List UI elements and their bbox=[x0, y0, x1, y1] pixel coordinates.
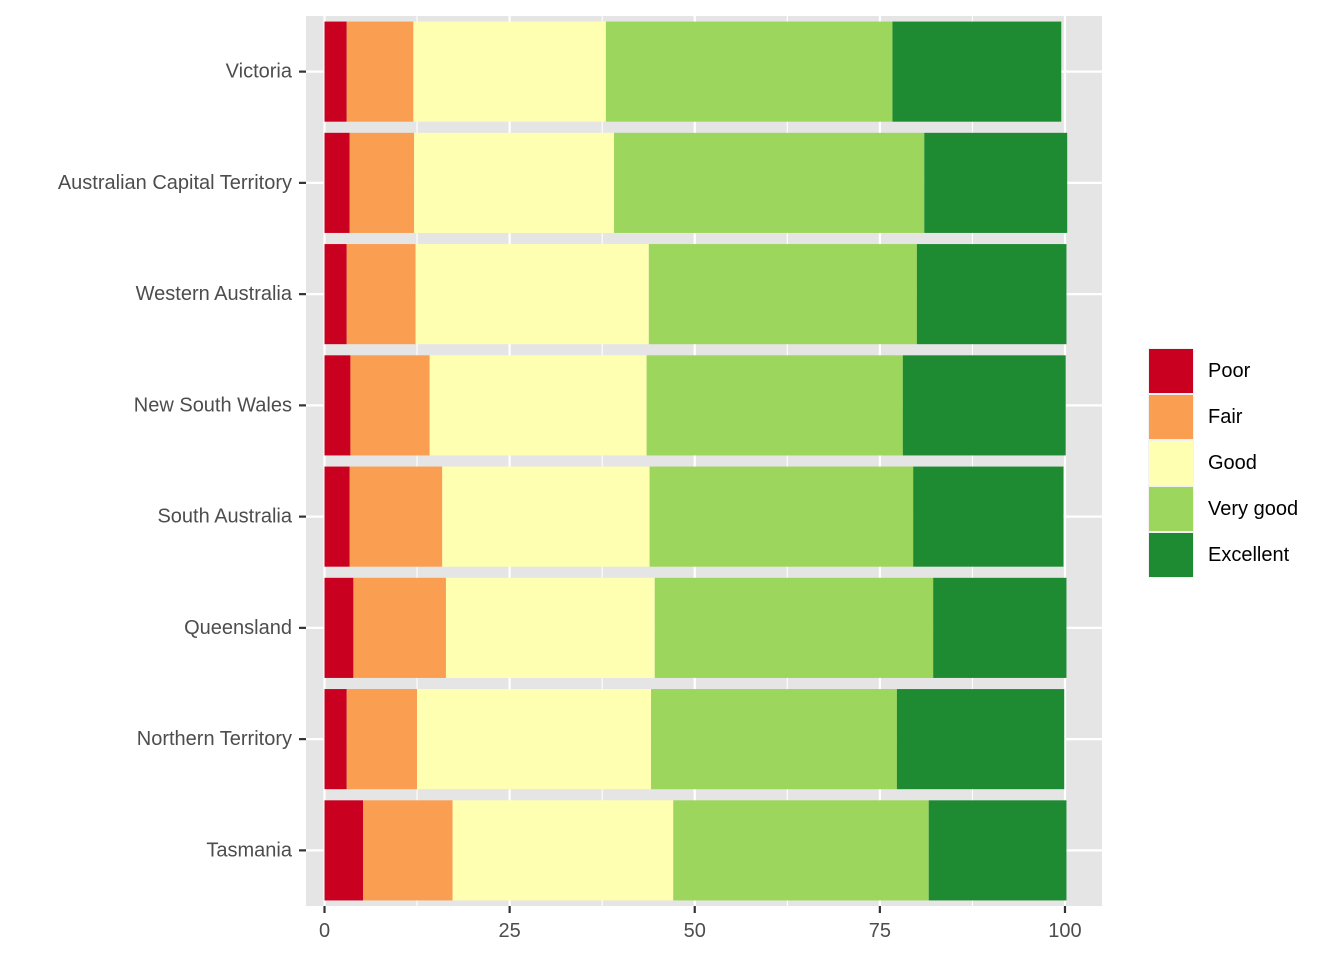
legend-label: Poor bbox=[1208, 360, 1251, 382]
y-tick-label: Western Australia bbox=[136, 283, 293, 305]
x-tick-label: 75 bbox=[869, 920, 891, 942]
bar-very-good bbox=[614, 132, 925, 233]
bar-good bbox=[417, 689, 652, 790]
y-tick-label: New South Wales bbox=[134, 394, 292, 416]
legend-swatch bbox=[1149, 533, 1193, 577]
bar-poor bbox=[324, 244, 347, 345]
bar-excellent bbox=[913, 466, 1064, 567]
bar-fair bbox=[346, 244, 416, 345]
bar-good bbox=[415, 244, 649, 345]
bar-poor bbox=[324, 466, 350, 567]
y-axis-labels: Victoria Australian Capital Territory West… bbox=[58, 61, 293, 862]
bar-excellent bbox=[902, 355, 1066, 456]
y-tick-label: Queensland bbox=[184, 617, 292, 639]
bar-very-good bbox=[649, 466, 914, 567]
bar-poor bbox=[324, 21, 347, 122]
bars bbox=[324, 21, 1068, 901]
legend-label: Good bbox=[1208, 452, 1257, 474]
bar-fair bbox=[346, 21, 414, 122]
y-tick-label: Victoria bbox=[226, 61, 293, 83]
bar-very-good bbox=[648, 244, 917, 345]
y-tick-label: South Australia bbox=[157, 506, 292, 528]
y-tick-label: Tasmania bbox=[206, 839, 292, 861]
legend-swatch bbox=[1149, 395, 1193, 439]
bar-very-good bbox=[673, 800, 929, 901]
bar-poor bbox=[324, 800, 364, 901]
legend-swatch bbox=[1149, 487, 1193, 531]
bar-fair bbox=[350, 355, 430, 456]
bar-good bbox=[429, 355, 647, 456]
bar-good bbox=[452, 800, 674, 901]
legend: Poor Fair Good Very good Excellent bbox=[1148, 348, 1298, 578]
bar-poor bbox=[324, 689, 347, 790]
y-tick-label: Australian Capital Territory bbox=[58, 172, 292, 194]
x-axis-ticks bbox=[323, 906, 1067, 913]
bar-excellent bbox=[924, 132, 1068, 233]
x-tick-label: 100 bbox=[1048, 920, 1081, 942]
bar-fair bbox=[363, 800, 453, 901]
legend-swatch bbox=[1149, 349, 1193, 393]
bar-fair bbox=[346, 689, 418, 790]
bar-good bbox=[442, 466, 650, 567]
bar-poor bbox=[324, 132, 350, 233]
legend-label: Excellent bbox=[1208, 544, 1290, 566]
bar-excellent bbox=[933, 577, 1067, 678]
bar-excellent bbox=[928, 800, 1067, 901]
x-axis-labels: 0 25 50 75 100 bbox=[319, 920, 1082, 942]
x-tick-label: 0 bbox=[319, 920, 330, 942]
bar-good bbox=[413, 21, 606, 122]
legend-label: Fair bbox=[1208, 406, 1243, 428]
bar-fair bbox=[353, 577, 446, 678]
y-axis-ticks bbox=[299, 70, 306, 852]
bar-excellent bbox=[896, 689, 1065, 790]
bar-very-good bbox=[654, 577, 934, 678]
x-tick-label: 50 bbox=[684, 920, 706, 942]
bar-poor bbox=[324, 577, 354, 678]
bar-good bbox=[414, 132, 615, 233]
bar-fair bbox=[349, 466, 443, 567]
legend-swatch bbox=[1149, 441, 1193, 485]
x-tick-label: 25 bbox=[499, 920, 521, 942]
bar-poor bbox=[324, 355, 351, 456]
bar-excellent bbox=[892, 21, 1062, 122]
bar-fair bbox=[349, 132, 415, 233]
y-tick-label: Northern Territory bbox=[137, 728, 292, 750]
bar-very-good bbox=[605, 21, 893, 122]
legend-label: Very good bbox=[1208, 498, 1298, 520]
bar-excellent bbox=[916, 244, 1067, 345]
bar-good bbox=[445, 577, 655, 678]
bar-very-good bbox=[646, 355, 903, 456]
bar-very-good bbox=[651, 689, 897, 790]
